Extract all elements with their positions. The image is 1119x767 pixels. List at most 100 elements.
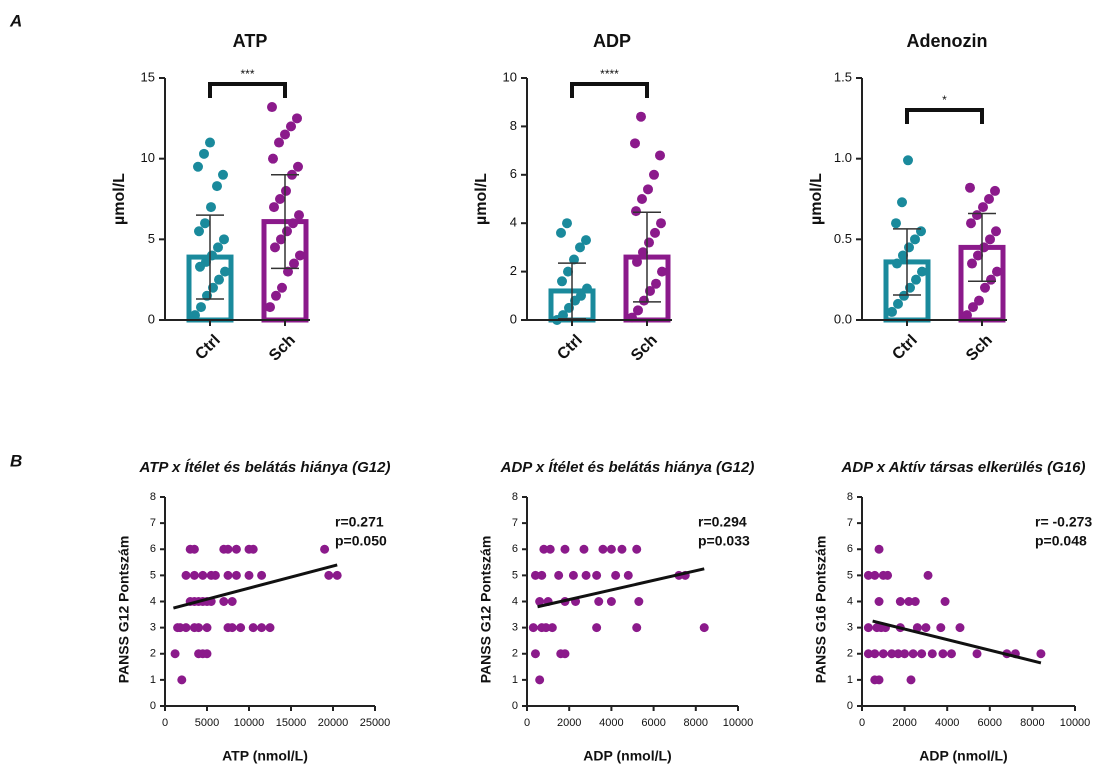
data-point bbox=[594, 597, 604, 606]
data-point bbox=[992, 266, 1002, 277]
data-point bbox=[277, 282, 287, 293]
panel-label: A bbox=[9, 11, 22, 30]
data-point bbox=[214, 274, 224, 285]
data-point bbox=[563, 266, 573, 277]
data-point bbox=[189, 570, 199, 580]
y-tick-label: 3 bbox=[150, 622, 156, 634]
data-point bbox=[547, 623, 557, 633]
y-tick-label: 1.0 bbox=[834, 150, 852, 165]
data-point bbox=[946, 649, 956, 659]
regression-line bbox=[872, 619, 1042, 665]
data-point bbox=[910, 597, 920, 606]
data-point bbox=[912, 623, 922, 633]
y-tick-label: 0.5 bbox=[834, 231, 852, 246]
data-point bbox=[611, 570, 621, 580]
y-tick-label: 5 bbox=[847, 569, 853, 581]
data-point bbox=[576, 290, 586, 301]
data-point bbox=[201, 256, 211, 267]
data-point bbox=[632, 256, 642, 267]
data-point bbox=[190, 310, 200, 321]
data-point bbox=[897, 197, 907, 208]
x-tick-label: 0 bbox=[524, 717, 530, 729]
data-point bbox=[699, 623, 709, 633]
data-point bbox=[940, 597, 950, 606]
x-tick-label: 5000 bbox=[195, 717, 219, 729]
data-point bbox=[887, 649, 897, 659]
chart-title: ATP bbox=[233, 31, 268, 51]
y-tick-label: 10 bbox=[141, 150, 155, 165]
data-point bbox=[248, 544, 258, 554]
data-point bbox=[545, 544, 555, 554]
data-point bbox=[649, 169, 659, 180]
panel-label: B bbox=[10, 451, 22, 470]
data-point bbox=[295, 250, 305, 261]
data-point bbox=[903, 155, 913, 166]
y-tick-label: 5 bbox=[148, 231, 155, 246]
data-point bbox=[936, 623, 946, 633]
data-point bbox=[898, 250, 908, 261]
data-point bbox=[202, 649, 212, 659]
data-point bbox=[623, 570, 633, 580]
y-tick-label: 0 bbox=[510, 311, 517, 326]
data-point bbox=[579, 544, 589, 554]
data-point bbox=[967, 258, 977, 269]
significance-label: *** bbox=[240, 67, 254, 81]
data-point bbox=[874, 675, 884, 685]
data-point bbox=[324, 570, 334, 580]
data-point bbox=[248, 623, 258, 633]
data-point bbox=[560, 544, 570, 554]
data-point bbox=[973, 250, 983, 261]
data-point bbox=[265, 302, 275, 313]
data-point bbox=[231, 570, 241, 580]
data-point bbox=[556, 227, 566, 238]
x-axis-label: ATP (nmol/L) bbox=[222, 748, 308, 764]
data-point bbox=[271, 290, 281, 301]
y-tick-label: 8 bbox=[847, 491, 853, 503]
data-point bbox=[878, 649, 888, 659]
data-point bbox=[193, 161, 203, 172]
data-point bbox=[223, 544, 233, 554]
data-point bbox=[227, 597, 237, 606]
data-point bbox=[985, 234, 995, 245]
data-point bbox=[560, 649, 570, 659]
data-point bbox=[220, 266, 230, 277]
data-point bbox=[892, 258, 902, 269]
data-point bbox=[257, 570, 267, 580]
data-point bbox=[205, 137, 215, 148]
data-point bbox=[582, 283, 592, 294]
significance-bracket bbox=[570, 82, 649, 98]
y-tick-label: 2 bbox=[150, 648, 156, 660]
data-point bbox=[650, 227, 660, 238]
stat-annotation: r= -0.273 bbox=[1035, 514, 1092, 530]
data-point bbox=[972, 210, 982, 221]
data-point bbox=[972, 649, 982, 659]
data-point bbox=[199, 148, 209, 159]
data-point bbox=[966, 218, 976, 229]
data-point bbox=[891, 218, 901, 229]
data-point bbox=[870, 570, 880, 580]
data-point bbox=[606, 544, 616, 554]
data-point bbox=[286, 121, 296, 132]
data-point bbox=[637, 194, 647, 204]
stat-annotation: r=0.271 bbox=[335, 514, 384, 530]
error-bar bbox=[968, 212, 996, 283]
y-tick-label: 6 bbox=[512, 543, 518, 555]
y-axis-label: PANSS G12 Pontszám bbox=[116, 536, 132, 684]
data-point bbox=[200, 218, 210, 229]
data-point bbox=[917, 266, 927, 277]
data-point bbox=[218, 169, 228, 180]
data-point bbox=[210, 570, 220, 580]
y-axis-label: µmol/L bbox=[808, 173, 825, 225]
x-tick-label: 6000 bbox=[978, 717, 1002, 729]
data-point bbox=[990, 185, 1000, 196]
x-tick-label: 6000 bbox=[641, 717, 665, 729]
data-point bbox=[938, 649, 948, 659]
stat-annotation: p=0.050 bbox=[335, 533, 387, 549]
data-point bbox=[281, 185, 291, 196]
data-point bbox=[921, 623, 931, 633]
y-tick-label: 1 bbox=[150, 674, 156, 686]
data-point bbox=[293, 161, 303, 172]
y-tick-label: 6 bbox=[510, 166, 517, 181]
x-axis-label: ADP (nmol/L) bbox=[583, 748, 671, 764]
chart-title: ADP x Aktív társas elkerülés (G16) bbox=[840, 459, 1085, 476]
